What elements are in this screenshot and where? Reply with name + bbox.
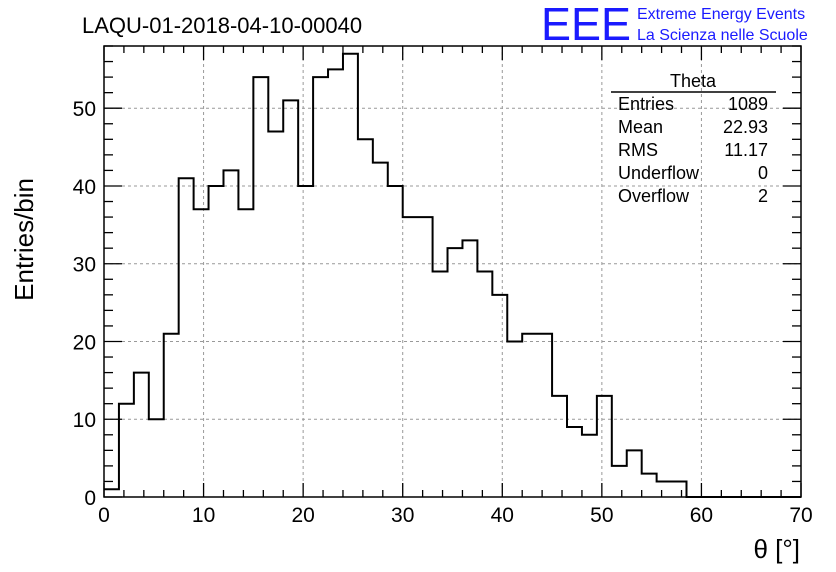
y-axis-label: Entries/bin	[9, 178, 39, 301]
stats-value-entries: 1089	[728, 94, 768, 114]
x-tick-label: 20	[291, 504, 314, 527]
stats-label-overflow: Overflow	[618, 186, 690, 206]
y-tick-label: 10	[73, 409, 96, 432]
x-axis-label: θ [°]	[753, 534, 800, 564]
stats-box: Theta Entries 1089 Mean 22.93 RMS 11.17 …	[611, 71, 776, 206]
plot-frame	[103, 45, 802, 498]
x-tick-label: 40	[491, 504, 514, 527]
stats-value-rms: 11.17	[724, 140, 768, 160]
stats-value-overflow: 2	[758, 186, 768, 206]
stats-title: Theta	[670, 71, 717, 91]
x-tick-label: 50	[590, 504, 613, 527]
y-tick-label: 20	[73, 331, 96, 354]
stats-label-mean: Mean	[618, 117, 663, 137]
y-tick-label: 30	[73, 254, 96, 277]
eee-logo-text: EEE	[541, 0, 631, 50]
x-tick-label: 0	[98, 504, 110, 527]
stats-label-entries: Entries	[618, 94, 674, 114]
brand-line-1: Extreme Energy Events	[637, 6, 805, 23]
x-tick-labels: 0 10 20 30 40 50 60 70	[98, 504, 813, 527]
grid	[104, 46, 801, 497]
x-tick-label: 70	[789, 504, 812, 527]
stats-label-rms: RMS	[618, 140, 658, 160]
y-tick-labels: 0 10 20 30 40 50	[73, 98, 96, 510]
chart-title: LAQU-01-2018-04-10-00040	[82, 13, 362, 38]
x-tick-label: 10	[192, 504, 215, 527]
stats-value-underflow: 0	[758, 163, 768, 183]
stats-label-underflow: Underflow	[618, 163, 700, 183]
axis-ticks	[103, 45, 802, 498]
brand-line-2: La Scienza nelle Scuole	[637, 27, 808, 44]
y-tick-label: 40	[73, 176, 96, 199]
x-tick-label: 60	[690, 504, 713, 527]
stats-value-mean: 22.93	[723, 117, 768, 137]
histogram-line	[104, 52, 801, 498]
y-tick-label: 50	[73, 98, 96, 121]
y-tick-label: 0	[84, 487, 96, 510]
eee-logo: EEE	[541, 0, 631, 50]
x-tick-label: 30	[391, 504, 414, 527]
